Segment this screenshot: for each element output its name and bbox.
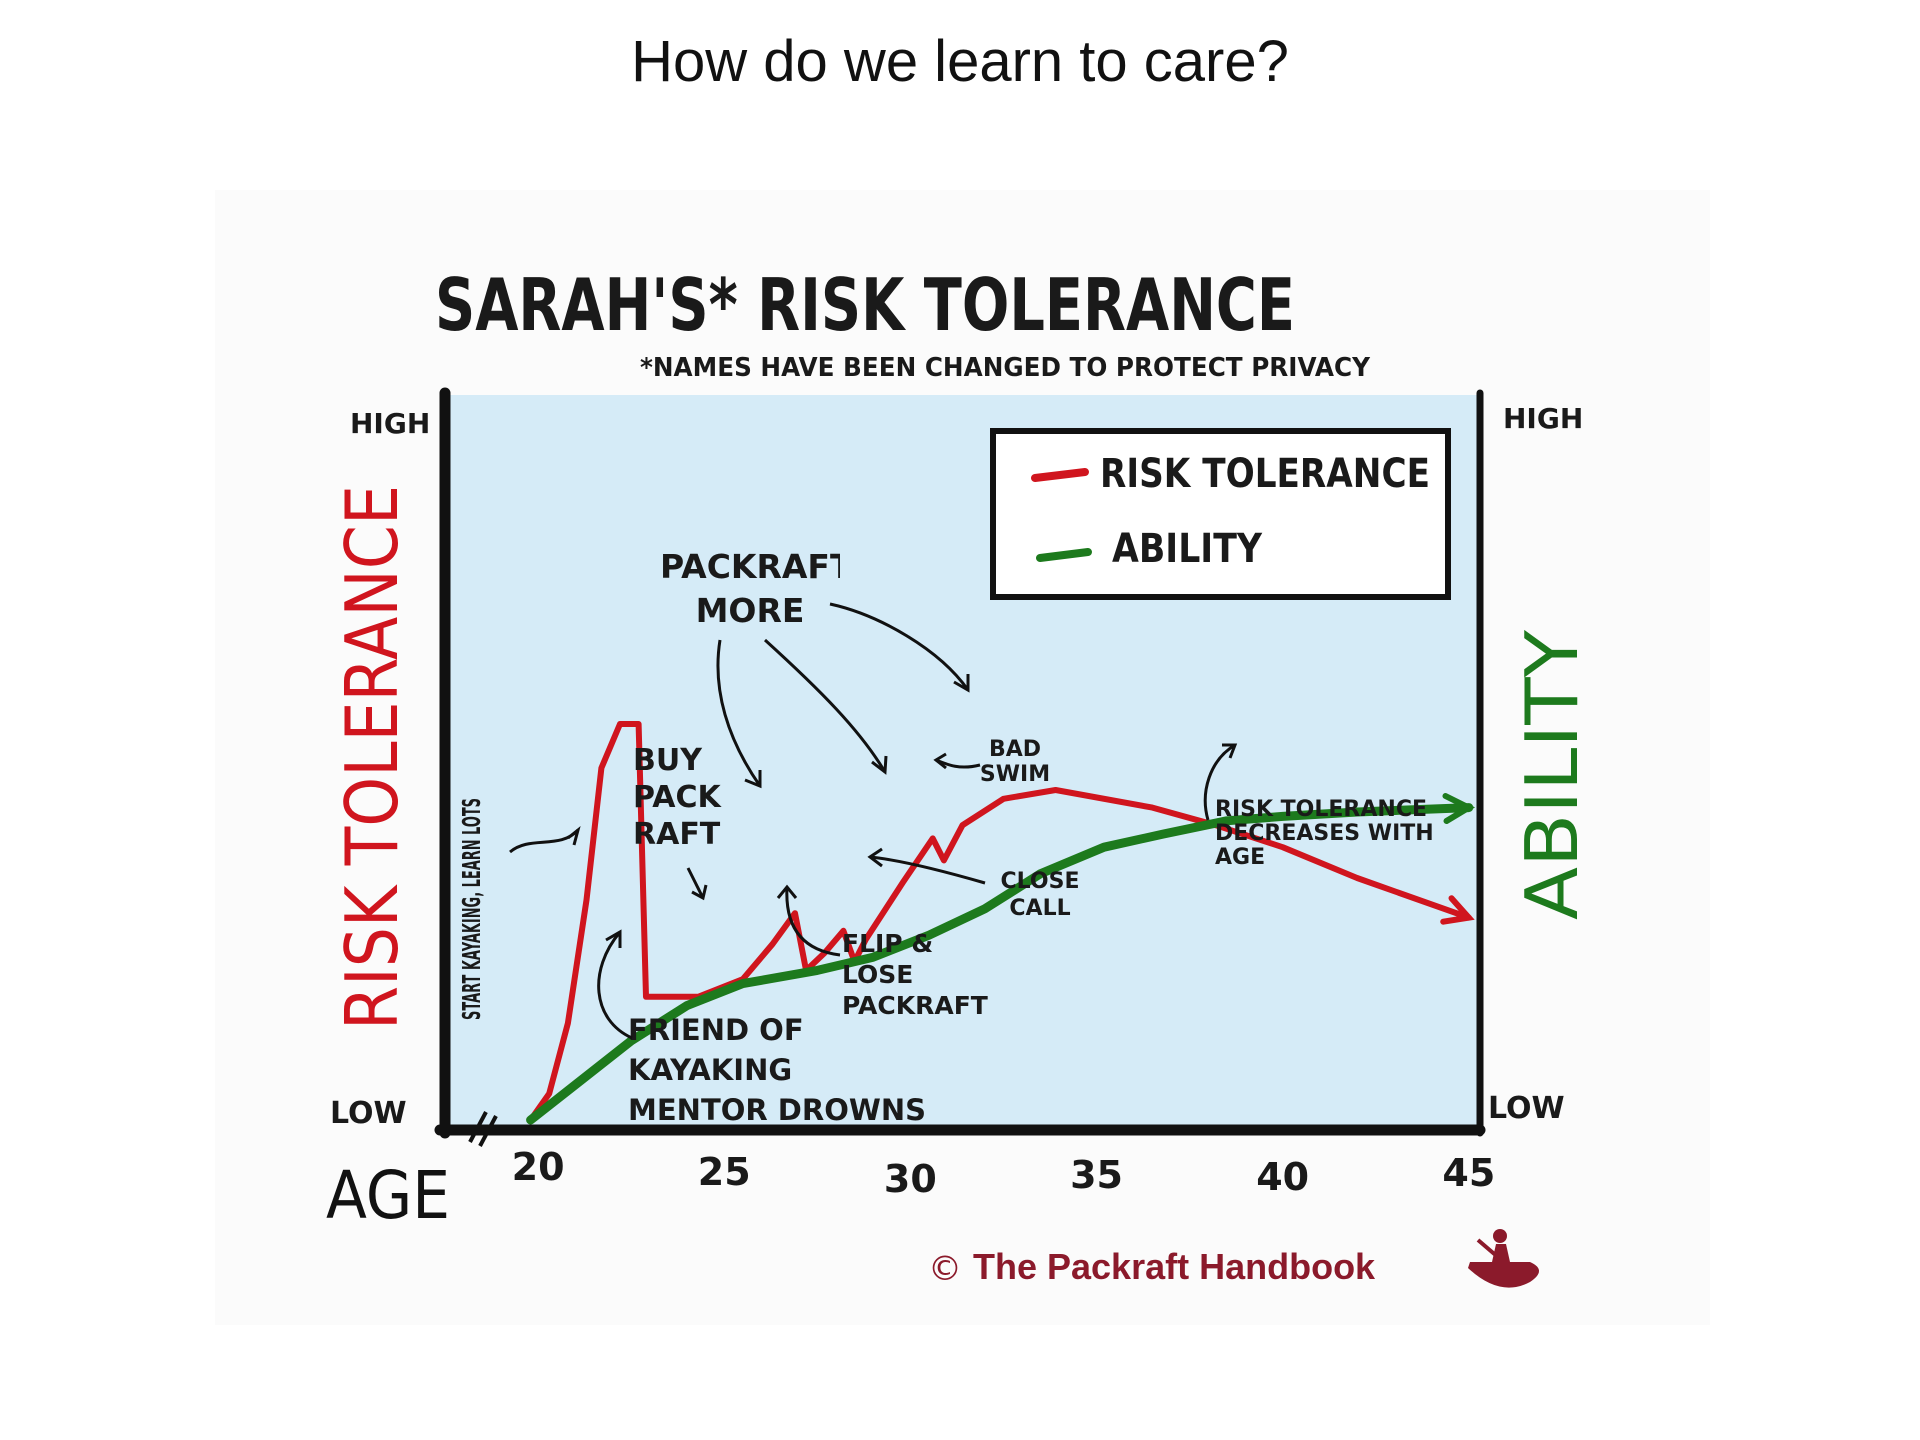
x-tick-label-30: 30	[884, 1157, 937, 1201]
branding: © The Packraft Handbook	[928, 1229, 1539, 1289]
x-axis-label: AGE	[326, 1157, 450, 1234]
x-tick-label-25: 25	[698, 1150, 751, 1194]
annotation-buy-pack-raft: BUY PACK RAFT	[633, 743, 721, 852]
y-low-label-left: LOW	[330, 1096, 407, 1131]
annotations: START KAYAKING, LEARN LOTS FRIEND OF KAY…	[457, 547, 1434, 1127]
arrow-flip-lose	[785, 886, 841, 957]
annotation-bad-swim: BAD SWIM	[980, 737, 1050, 787]
brand-name: The Packraft Handbook	[973, 1246, 1376, 1287]
x-tick-label-45: 45	[1442, 1151, 1495, 1195]
y-low-label-right: LOW	[1488, 1091, 1565, 1126]
legend-label-risk: RISK TOLERANCE	[1100, 451, 1430, 497]
arrowhead-ability	[1442, 793, 1476, 824]
y-high-label-left: HIGH	[350, 407, 430, 440]
arrowhead-risk-tolerance	[1440, 895, 1475, 925]
x-tick-label-35: 35	[1070, 1153, 1123, 1197]
x-tick-label-20: 20	[512, 1145, 565, 1189]
arrow-packraft-more-3	[829, 602, 970, 691]
series-lines	[526, 721, 1476, 1125]
y-axis-left-label: RISK TOLERANCE	[330, 485, 414, 1030]
packraft-paddler-icon	[1468, 1229, 1539, 1288]
y-axis-right-label: ABILITY	[1510, 629, 1594, 920]
annotation-risk-decreases: RISK TOLERANCE DECREASES WITH AGE	[1215, 798, 1434, 870]
chart-subtitle: *NAMES HAVE BEEN CHANGED TO PROTECT PRIV…	[640, 353, 1371, 383]
legend-label-ability: ABILITY	[1112, 526, 1263, 572]
legend-swatch-risk	[1031, 468, 1089, 482]
legend-box	[990, 428, 1451, 600]
arrow-packraft-more-1	[716, 639, 762, 787]
legend-swatch-ability	[1036, 548, 1092, 562]
legend: RISK TOLERANCE ABILITY	[990, 428, 1451, 600]
annotation-flip-lose-packraft: FLIP & LOSE PACKRAFT	[842, 929, 988, 1020]
annotation-packraft-more: PACKRAFT MORE	[660, 547, 840, 630]
copyright-symbol: ©	[928, 1249, 962, 1289]
series-line-ability	[526, 803, 1474, 1125]
x-tick-label-40: 40	[1256, 1155, 1309, 1199]
arrow-buy-pack-raft	[686, 867, 705, 899]
slide-title: How do we learn to care?	[631, 29, 1289, 94]
arrow-risk-decreases	[1203, 743, 1236, 821]
x-tick-labels: 20 25 30 35 40 45	[512, 1145, 1496, 1201]
chart-title: SARAH'S* RISK TOLERANCE	[435, 263, 1295, 347]
annotation-friend-drowns: FRIEND OF KAYAKING MENTOR DROWNS	[628, 1013, 926, 1127]
series-line-risk-tolerance	[527, 721, 1472, 1123]
annotation-close-call: CLOSE CALL	[1001, 869, 1080, 921]
y-high-label-right: HIGH	[1503, 402, 1583, 435]
arrow-close-call	[869, 855, 986, 885]
arrow-friend-drowns	[597, 931, 633, 1040]
axis-break-icon	[468, 1111, 498, 1147]
annotation-start-kayaking: START KAYAKING, LEARN LOTS	[457, 798, 486, 1020]
arrow-packraft-more-2	[763, 638, 887, 773]
